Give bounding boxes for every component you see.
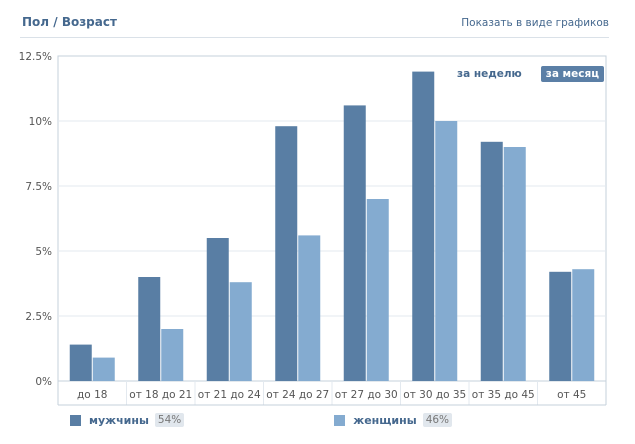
x-tick-label: от 30 до 35 [403,389,466,401]
legend-item-men[interactable]: мужчины 54% [70,413,185,427]
y-tick-label: 10% [29,116,52,128]
y-tick-label: 2.5% [25,311,52,323]
bar-men [343,105,366,382]
x-tick-label: от 18 до 21 [129,389,192,401]
chart-area: 0% 2.5% 5% 7.5% 10% 12.5% до 18 от 18 до 21 от 2… [0,40,635,410]
header: Пол / Возраст Показать в виде графиков [0,0,635,40]
legend-label-women: женщины [353,413,417,427]
x-tick-label: от 21 до 24 [198,389,261,401]
y-tick-label: 7.5% [25,181,52,193]
legend-item-women[interactable]: женщины 46% [334,413,453,427]
bar-women [92,357,115,381]
bar-men [480,141,503,381]
y-tick-label: 0% [35,376,52,388]
period-toggle: за неделю за месяц [452,64,605,84]
bar-women [229,282,252,381]
page-title: Пол / Возраст [22,15,117,29]
x-tick-label: от 35 до 45 [472,389,535,401]
bar-chart: 0% 2.5% 5% 7.5% 10% 12.5% до 18 от 18 до 21 от 2… [19,51,607,406]
x-tick-label: до 18 [77,389,107,401]
legend-pct-women: 46% [422,413,453,427]
bar-women [366,199,389,381]
legend-swatch-men [70,414,81,426]
x-tick-label: от 45 [557,389,586,401]
legend-pct-men: 54% [154,413,185,427]
y-tick-label: 12.5% [19,51,52,63]
show-as-graph-link[interactable]: Показать в виде графиков [461,17,609,29]
period-week-button[interactable]: за неделю [457,68,522,80]
legend: мужчины 54% женщины 46% [70,413,602,427]
bar-women [503,147,526,381]
bar-men [206,238,229,381]
y-tick-label: 5% [35,246,52,258]
bar-men [549,271,572,381]
period-month-button[interactable]: за месяц [540,66,605,82]
x-tick-label: от 24 до 27 [266,389,329,401]
legend-label-men: мужчины [89,413,149,427]
header-divider [20,37,609,38]
x-tick-label: от 27 до 30 [335,389,398,401]
bar-women [298,235,321,381]
bar-women [161,329,184,381]
bar-women [572,269,595,381]
legend-swatch-women [334,414,346,426]
bar-men [69,344,92,381]
bar-men [138,277,161,381]
bar-men [412,71,435,381]
bar-women [435,121,458,381]
bar-men [275,126,298,381]
